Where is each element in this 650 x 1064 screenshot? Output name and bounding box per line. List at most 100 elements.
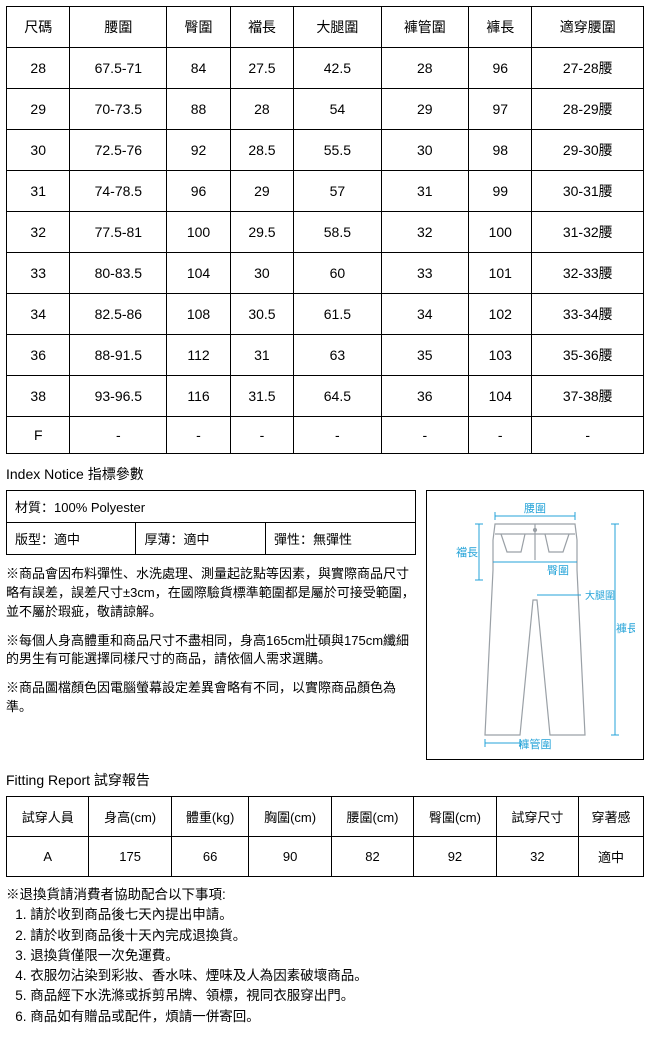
diagram-label-hem: 褲管圍	[519, 737, 552, 750]
size-table-cell: 55.5	[294, 130, 381, 171]
size-table-cell: 38	[7, 376, 70, 417]
size-table-cell: 28	[230, 89, 293, 130]
size-table-cell: 28-29腰	[532, 89, 644, 130]
diagram-label-hip: 臀圍	[547, 564, 569, 577]
size-table-cell: 31	[230, 335, 293, 376]
size-table-cell: 27.5	[230, 48, 293, 89]
diagram-label-waist: 腰圍	[524, 502, 546, 515]
size-table-cell: 31-32腰	[532, 212, 644, 253]
size-table-cell: 29.5	[230, 212, 293, 253]
size-table-cell: 96	[167, 171, 230, 212]
size-table-cell: 29-30腰	[532, 130, 644, 171]
size-table-cell: 36	[381, 376, 468, 417]
size-table-cell: 92	[167, 130, 230, 171]
table-row: 3688-91.511231633510335-36腰	[7, 335, 644, 376]
spec-thickness: 厚薄：適中	[136, 523, 265, 555]
size-table: 尺碼腰圍臀圍襠長大腿圍褲管圍褲長適穿腰圍 2867.5-718427.542.5…	[6, 6, 644, 454]
size-table-cell: 29	[230, 171, 293, 212]
size-table-cell: F	[7, 417, 70, 454]
spec-fit: 版型：適中	[7, 523, 136, 555]
diagram-label-crotch: 襠長	[456, 545, 478, 559]
table-row: 3893-96.511631.564.53610437-38腰	[7, 376, 644, 417]
size-table-cell: 32	[381, 212, 468, 253]
size-table-cell: 27-28腰	[532, 48, 644, 89]
return-policy-item: 請於收到商品後十天內完成退換貨。	[30, 926, 644, 946]
size-table-cell: -	[230, 417, 293, 454]
fit-table-header: 身高(cm)	[89, 797, 171, 837]
return-policy-item: 退換貨僅限一次免運費。	[30, 946, 644, 966]
return-policy-head: ※退換貨請消費者協助配合以下事項:	[6, 885, 644, 905]
size-table-cell: -	[532, 417, 644, 454]
size-table-cell: 30-31腰	[532, 171, 644, 212]
size-table-cell: 88-91.5	[70, 335, 167, 376]
size-table-cell: 96	[469, 48, 532, 89]
size-table-cell: 32	[7, 212, 70, 253]
size-table-cell: 33	[381, 253, 468, 294]
size-table-cell: 82.5-86	[70, 294, 167, 335]
return-policy-item: 商品如有贈品或配件，煩請一併寄回。	[30, 1007, 644, 1027]
size-table-cell: 88	[167, 89, 230, 130]
table-row: 3174-78.5962957319930-31腰	[7, 171, 644, 212]
size-table-cell: 97	[469, 89, 532, 130]
size-table-cell: 63	[294, 335, 381, 376]
notice-notes: ※商品會因布料彈性、水洗處理、測量起訖點等因素，與實際商品尺寸略有誤差，誤差尺寸…	[6, 565, 416, 717]
size-table-cell: 35	[381, 335, 468, 376]
size-table-cell: 112	[167, 335, 230, 376]
table-row: 3072.5-769228.555.5309829-30腰	[7, 130, 644, 171]
size-table-cell: 34	[381, 294, 468, 335]
pants-diagram: 腰圍 襠長 臀圍 大腿圍 褲長	[426, 490, 644, 760]
diagram-label-thigh: 大腿圍	[585, 589, 615, 602]
size-table-cell: 30.5	[230, 294, 293, 335]
size-table-cell: 61.5	[294, 294, 381, 335]
size-table-cell: 80-83.5	[70, 253, 167, 294]
size-table-cell: 32-33腰	[532, 253, 644, 294]
size-table-cell: 57	[294, 171, 381, 212]
diagram-label-length: 褲長	[616, 621, 635, 635]
fit-table-cell: 66	[171, 837, 249, 877]
size-table-cell: 34	[7, 294, 70, 335]
size-table-cell: 28	[381, 48, 468, 89]
table-row: F-------	[7, 417, 644, 454]
size-table-cell: 98	[469, 130, 532, 171]
pants-diagram-svg: 腰圍 襠長 臀圍 大腿圍 褲長	[435, 500, 635, 750]
size-table-cell: 84	[167, 48, 230, 89]
size-table-cell: 28	[7, 48, 70, 89]
return-policy-item: 衣服勿沾染到彩妝、香水味、煙味及人為因素破壞商品。	[30, 966, 644, 986]
size-table-cell: 31	[7, 171, 70, 212]
fit-table-cell: 適中	[579, 837, 644, 877]
size-table-cell: 30	[381, 130, 468, 171]
size-table-cell: 104	[469, 376, 532, 417]
size-table-cell: 35-36腰	[532, 335, 644, 376]
fit-table-header: 試穿尺寸	[496, 797, 578, 837]
size-table-cell: 30	[7, 130, 70, 171]
size-table-cell: -	[469, 417, 532, 454]
size-table-cell: 70-73.5	[70, 89, 167, 130]
size-table-header: 褲管圍	[381, 7, 468, 48]
size-table-cell: 33-34腰	[532, 294, 644, 335]
size-table-header: 尺碼	[7, 7, 70, 48]
size-table-cell: 100	[167, 212, 230, 253]
note-2: ※每個人身高體重和商品尺寸不盡相同，身高165cm壯碩與175cm纖細的男生有可…	[6, 632, 416, 670]
size-table-cell: 36	[7, 335, 70, 376]
fit-table-header: 胸圍(cm)	[249, 797, 331, 837]
size-table-cell: 102	[469, 294, 532, 335]
size-table-cell: 99	[469, 171, 532, 212]
fit-table-cell: 82	[331, 837, 413, 877]
return-policy-item: 商品經下水洗滌或拆剪吊牌、領標，視同衣服穿出門。	[30, 986, 644, 1006]
fit-table-header: 穿著感	[579, 797, 644, 837]
size-table-cell: 37-38腰	[532, 376, 644, 417]
fit-table-cell: 92	[414, 837, 496, 877]
size-table-cell: 103	[469, 335, 532, 376]
table-row: 3380-83.510430603310132-33腰	[7, 253, 644, 294]
size-table-cell: -	[294, 417, 381, 454]
size-table-cell: 77.5-81	[70, 212, 167, 253]
table-row: 2867.5-718427.542.5289627-28腰	[7, 48, 644, 89]
table-row: A1756690829232適中	[7, 837, 644, 877]
size-table-cell: 31.5	[230, 376, 293, 417]
fit-table-cell: A	[7, 837, 89, 877]
note-1: ※商品會因布料彈性、水洗處理、測量起訖點等因素，與實際商品尺寸略有誤差，誤差尺寸…	[6, 565, 416, 622]
spec-elasticity: 彈性：無彈性	[265, 523, 415, 555]
size-table-cell: 72.5-76	[70, 130, 167, 171]
size-table-header: 腰圍	[70, 7, 167, 48]
fit-table-header: 臀圍(cm)	[414, 797, 496, 837]
